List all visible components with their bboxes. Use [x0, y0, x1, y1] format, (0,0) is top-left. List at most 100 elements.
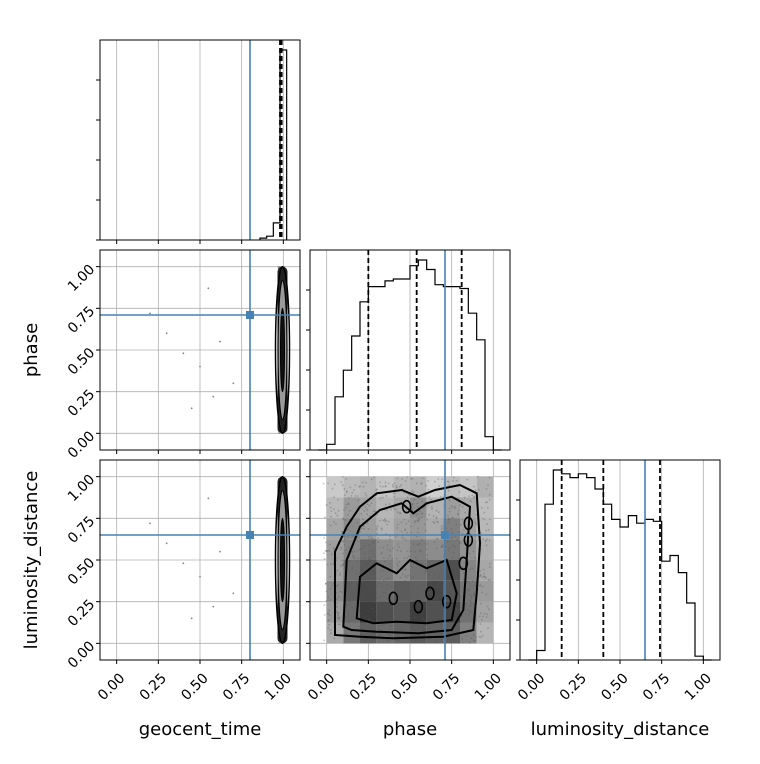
sample-point [346, 535, 349, 538]
sample-point [359, 548, 361, 551]
sample-point [377, 628, 380, 630]
sample-point [468, 641, 471, 644]
sample-point [416, 505, 419, 508]
sample-point [322, 482, 325, 485]
sample-point [486, 501, 489, 504]
sample-point [326, 563, 329, 566]
sample-point [328, 609, 331, 612]
sample-point [333, 520, 336, 523]
sample-point [463, 496, 466, 499]
density-contour-island [441, 594, 452, 609]
sample-point [436, 520, 439, 523]
sample-point [361, 592, 364, 595]
sample-point [426, 570, 428, 573]
sample-point [458, 531, 461, 533]
sample-point [406, 531, 408, 534]
sample-point [385, 495, 388, 497]
sample-point [410, 565, 413, 568]
sample-point [330, 553, 333, 556]
sample-point [438, 485, 440, 487]
sample-point [407, 520, 410, 523]
sample-point [435, 537, 438, 540]
density-contour [274, 265, 291, 435]
sample-point [432, 609, 435, 611]
sample-point [338, 623, 341, 626]
sample-point [366, 503, 369, 506]
sample-point [389, 550, 392, 552]
sample-point [381, 615, 384, 618]
sample-point [416, 502, 419, 505]
sample-point [426, 554, 429, 556]
sample-point [327, 619, 330, 622]
sample-point [435, 641, 438, 643]
sample-point [394, 508, 397, 511]
density-cell [443, 580, 460, 602]
sample-point [369, 559, 371, 562]
density-cell [326, 476, 344, 498]
sample-point [370, 478, 373, 481]
sample-point [336, 612, 339, 614]
density-cell [410, 580, 427, 602]
sample-point [427, 580, 430, 583]
sample-point [428, 573, 431, 576]
sample-point [413, 498, 416, 501]
sample-point [448, 510, 451, 513]
sample-point [427, 608, 430, 610]
sample-point [488, 518, 491, 521]
y-axis-label-luminosity_distance: luminosity_distance [21, 471, 42, 650]
sample-point [467, 609, 470, 611]
sample-point [368, 559, 371, 562]
sample-point [358, 485, 361, 488]
sample-point [396, 486, 398, 489]
sample-point [367, 557, 370, 560]
sample-point [448, 507, 451, 510]
sample-point [323, 558, 326, 560]
sample-point [411, 503, 414, 506]
sample-point [430, 607, 432, 610]
sample-point [370, 502, 373, 504]
sample-point [486, 506, 489, 509]
sample-point [447, 550, 450, 552]
density-cell [360, 601, 377, 623]
density-contour-island [401, 499, 412, 514]
sample-point [449, 621, 452, 624]
sample-point [366, 513, 369, 516]
tick-label-x: 0.00 [305, 670, 338, 703]
sample-point [396, 549, 399, 552]
sample-point [447, 481, 450, 483]
density-cell [443, 622, 460, 644]
density-cell [343, 622, 360, 644]
sample-point [323, 552, 325, 555]
sample-point [466, 581, 469, 583]
sample-point [369, 556, 372, 559]
sample-point [341, 476, 344, 478]
sample-point [386, 617, 389, 620]
sample-point [396, 543, 399, 545]
sample-point [387, 608, 390, 611]
sample-point [386, 523, 389, 526]
sample-point [375, 592, 378, 595]
density-contour-island [413, 599, 424, 614]
sample-point [382, 519, 384, 522]
sample-point [441, 527, 444, 529]
density-cell [326, 497, 344, 519]
sample-point [207, 497, 210, 500]
sample-point [361, 507, 363, 510]
sample-point [425, 548, 428, 551]
sample-point [459, 542, 462, 544]
sample-point [426, 542, 429, 545]
sample-point [199, 365, 201, 368]
sample-point [404, 529, 407, 532]
sample-point [440, 608, 442, 611]
sample-point [394, 535, 397, 538]
sample-point [421, 477, 424, 480]
sample-point [325, 541, 327, 544]
sample-point [488, 493, 491, 496]
sample-point [418, 517, 420, 520]
sample-point [470, 595, 473, 597]
sample-point [343, 519, 346, 521]
sample-point [414, 520, 417, 522]
sample-point [456, 557, 459, 560]
sample-point [435, 516, 438, 519]
density-contour [280, 517, 285, 603]
